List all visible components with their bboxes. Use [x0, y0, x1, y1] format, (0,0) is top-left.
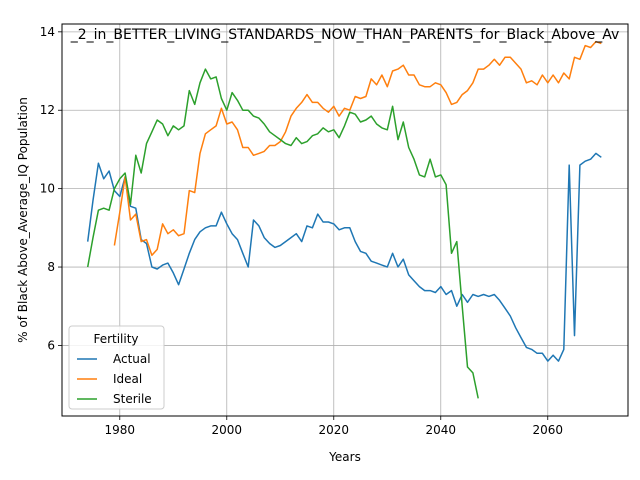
y-tick-label: 14	[40, 25, 55, 39]
chart-title: _2_in_BETTER_LIVING_STANDARDS_NOW_THAN_P…	[70, 27, 620, 43]
legend-label-actual: Actual	[113, 352, 151, 366]
x-tick-label: 2020	[318, 423, 349, 437]
y-tick-label: 8	[47, 260, 55, 274]
grid	[62, 24, 628, 416]
series-lines	[86, 40, 602, 399]
y-tick-label: 10	[40, 182, 55, 196]
legend-label-ideal: Ideal	[113, 372, 142, 386]
x-tick-label: 1980	[105, 423, 136, 437]
series-line-sterile	[86, 68, 479, 399]
y-axis-label: % of Black Above_Average_IQ Population	[16, 97, 30, 343]
series-line-ideal	[113, 40, 602, 257]
y-tick-label: 6	[47, 338, 55, 352]
legend-box	[68, 325, 165, 410]
plot-frame	[61, 23, 629, 417]
legend: Fertility Actual Ideal Sterile	[68, 325, 165, 410]
x-tick-label: 2060	[532, 423, 563, 437]
legend-entries: Actual Ideal Sterile	[77, 352, 152, 406]
series-line-actual	[86, 152, 602, 362]
x-tick-label: 2000	[211, 423, 242, 437]
legend-label-sterile: Sterile	[113, 392, 152, 406]
x-tick-label: 2040	[425, 423, 456, 437]
legend-title: Fertility	[93, 332, 138, 346]
axis-ticks: 1980 2000 2020 2040 2060 6 8 10 12 14	[40, 25, 563, 437]
y-tick-label: 12	[40, 103, 55, 117]
x-axis-label: Years	[328, 450, 361, 464]
